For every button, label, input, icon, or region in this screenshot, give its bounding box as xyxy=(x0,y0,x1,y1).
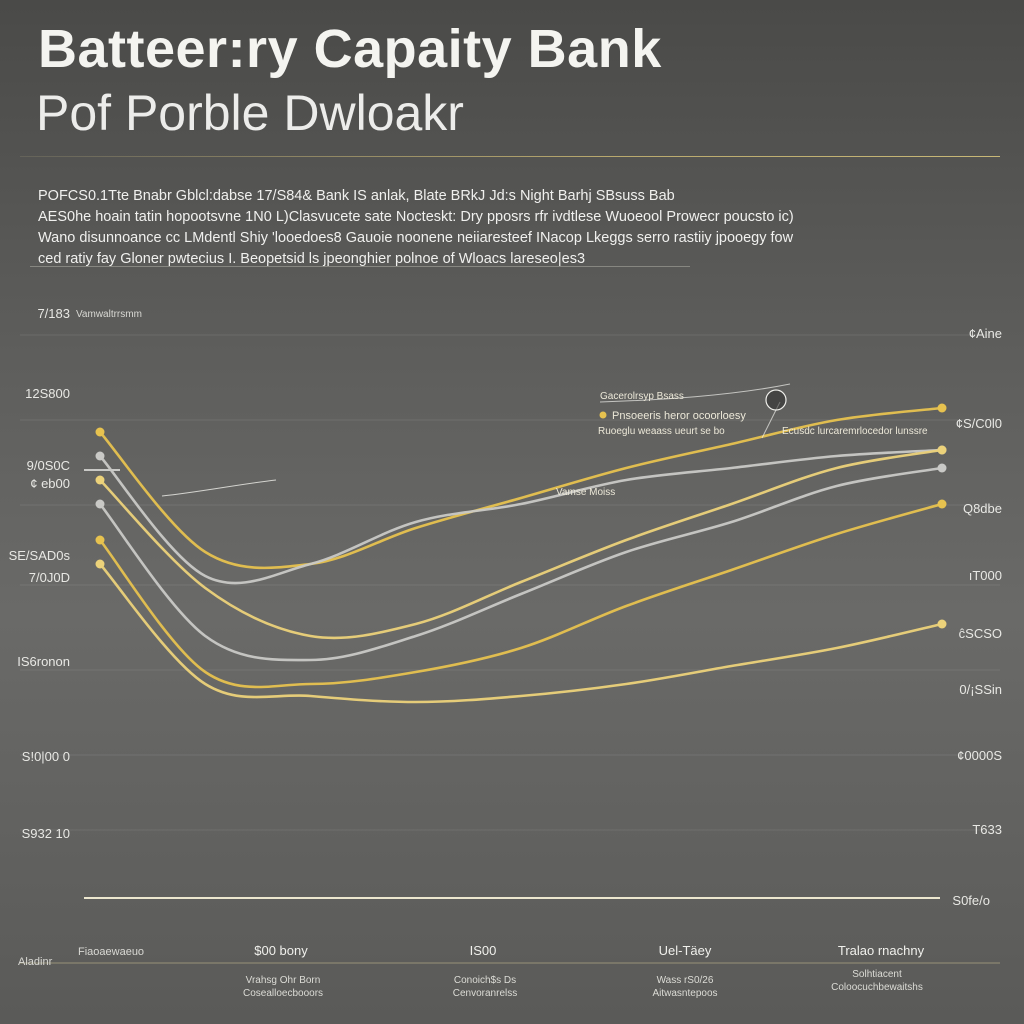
series-end-point xyxy=(937,499,947,509)
y-axis-left-tick: 12S800 xyxy=(25,386,70,401)
callout-dot xyxy=(599,411,607,419)
chart-series xyxy=(95,403,947,704)
x-axis-sublabel: Solhtiacent Coloocuchbewaitshs xyxy=(797,968,957,994)
description-line: Wano disunnoance cc LMdentl Shiy 'looedo… xyxy=(38,230,794,246)
y-axis-right-tick: ¢0000S xyxy=(957,748,1002,763)
x-axis-first-label: Fiaoaewaeuo xyxy=(78,946,145,958)
annotation-leader xyxy=(161,479,277,497)
x-axis-corner-label: Aladinr xyxy=(18,956,53,968)
x-axis-sublabel-line: Wass rS0/26 xyxy=(656,975,714,986)
y-axis-right-tick: ¢Aine xyxy=(968,326,1002,341)
series-start-point xyxy=(95,559,105,569)
chart-annotations xyxy=(84,383,791,497)
series-line xyxy=(98,562,944,704)
x-axis-label: $00 bony xyxy=(254,943,308,958)
chart-grid xyxy=(20,334,1000,964)
chart-title: Batteer:ry Capaity Bank xyxy=(38,19,662,79)
series-start-point xyxy=(95,427,105,437)
y-axis-left-tick: 7/183 xyxy=(37,306,70,321)
x-axis-sublabel: Wass rS0/26 Aitwasntepoos xyxy=(605,974,765,1000)
x-axis-sublabel-line: Cenvoranrelss xyxy=(452,988,518,999)
x-axis-sublabel-line: Cosealloecbooors xyxy=(242,988,324,999)
callout-right-label: Ecusdc lurcaremrlocedor lunssre xyxy=(782,426,928,437)
series-start-point xyxy=(95,535,105,545)
title-divider xyxy=(20,156,1000,157)
y-axis-right-tick: ¢S/C0l0 xyxy=(955,416,1002,431)
x-axis-label: Tralao rnachny xyxy=(837,943,925,958)
description-line: ced ratiy fay Gloner pwtecius I. Beopets… xyxy=(38,251,586,267)
x-axis-sublabel: Vrahsg Ohr Born Cosealloecbooors xyxy=(203,974,363,1000)
x-axis-label: IS00 xyxy=(469,943,497,958)
callout-title: Gacerolrsyp Bsass xyxy=(600,391,684,402)
series-line xyxy=(98,502,944,689)
series-line xyxy=(98,466,944,662)
y-axis-right-tick: T633 xyxy=(972,822,1002,837)
callout-marker-icon xyxy=(765,389,787,411)
series-start-point xyxy=(95,451,105,461)
series-start-point xyxy=(95,475,105,485)
y-axis-left-caption: Vamwaltrrsmm xyxy=(76,309,142,320)
y-axis-right-tick: Q8dbe xyxy=(962,501,1002,516)
series-end-point xyxy=(937,619,947,629)
description-line: POFCS0.1Tte Bnabr Gblcl:dabse 17/S84& Ba… xyxy=(38,188,675,204)
y-axis-left-tick: 9/0S0C xyxy=(26,458,70,473)
y-axis-right-tick: ĉSCSO xyxy=(958,626,1002,641)
y-axis-left-tick: S932 10 xyxy=(21,826,70,841)
y-axis-right-tick: ıT000 xyxy=(968,568,1002,583)
x-axis-sublabel-line: Solhtiacent xyxy=(852,969,902,980)
series-start-point xyxy=(95,499,105,509)
x-axis-sublabel-line: Conoich$s Ds xyxy=(453,975,517,986)
series-line xyxy=(98,448,944,585)
description-line: AES0he hoain tatin hopootsvne 1N0 L)Clas… xyxy=(38,209,794,225)
y-axis-left-tick: SE/SAD0s xyxy=(8,548,70,563)
series-end-point xyxy=(937,445,947,455)
description-divider xyxy=(30,266,690,267)
y-axis-right-tick: S0fe/o xyxy=(952,893,990,908)
chart-subtitle: Pof Porble Dwloakr xyxy=(36,85,464,141)
series-end-point xyxy=(937,403,947,413)
x-axis-sublabel-line: Vrahsg Ohr Born xyxy=(245,975,321,986)
x-axis-sublabel-line: Aitwasntepoos xyxy=(652,988,718,999)
chart-description: POFCS0.1Tte Bnabr Gblcl:dabse 17/S84& Ba… xyxy=(38,186,978,270)
series-end-point xyxy=(937,463,947,473)
x-axis-label: Uel-Täey xyxy=(658,943,712,958)
y-axis-left-tick: 7/0J0D xyxy=(28,570,70,585)
callout-line: Ruoeglu weaass ueurt se bo xyxy=(598,426,725,437)
y-axis-right-tick: 0/¡SSin xyxy=(959,682,1002,697)
series-line xyxy=(98,406,944,570)
series-label: Vamse Moiss xyxy=(556,487,616,498)
series-line xyxy=(98,448,944,640)
callout-leader xyxy=(599,383,791,403)
y-axis-left-tick: ¢ eb00 xyxy=(30,476,70,491)
callout-line: Pnsoeeris heror ocoorloesy xyxy=(612,410,746,422)
y-axis-left-tick: IS6ronon xyxy=(17,654,70,669)
x-axis-sublabel: Conoich$s Ds Cenvoranrelss xyxy=(405,974,565,1000)
x-axis-sublabel-line: Coloocuchbewaitshs xyxy=(831,982,923,993)
y-axis-left-tick: S!0|00 0 xyxy=(21,749,70,764)
